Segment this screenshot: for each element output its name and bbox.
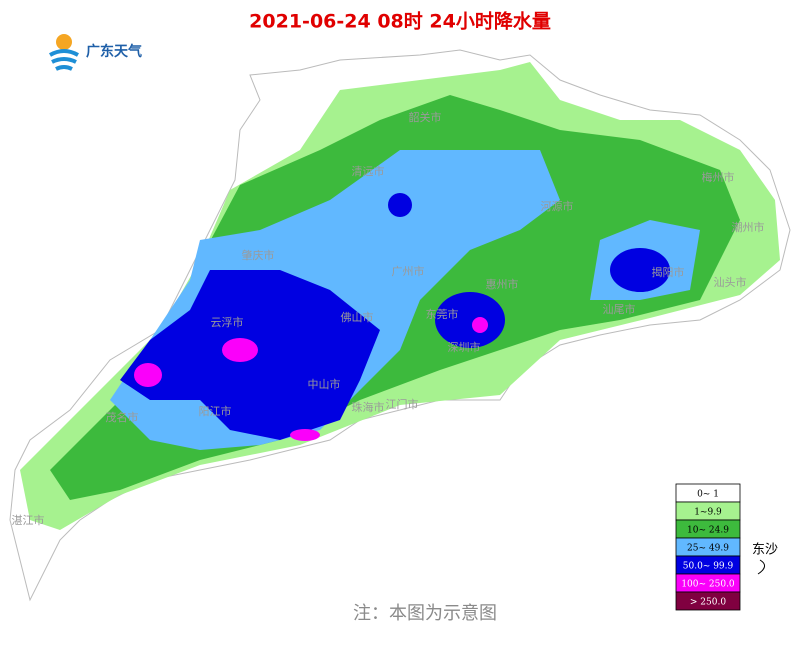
province — [9, 49, 791, 602]
island-label: 东沙 — [752, 543, 778, 558]
city-label: 揭阳市 — [652, 265, 685, 279]
legend-label: 100~ 250.0 — [681, 580, 735, 590]
map-title: 2021-06-24 08时 24小时降水量 — [249, 10, 551, 33]
city-label: 深圳市 — [448, 340, 481, 354]
city-label: 汕头市 — [714, 275, 747, 289]
city-label: 梅州市 — [702, 170, 735, 184]
legend: 0~ 1 1~9.9 10~ 24.9 25~ 49.9 50.0~ 99.9 100~ … — [675, 483, 741, 611]
legend-label: 10~ 24.9 — [687, 526, 729, 536]
city-label: 东莞市 — [426, 307, 459, 321]
city-label: 湛江市 — [12, 513, 45, 527]
city-label: 潮州市 — [732, 220, 765, 234]
city-label: 肇庆市 — [242, 248, 275, 262]
city-label: 韶关市 — [409, 110, 442, 124]
city-label: 惠州市 — [486, 277, 519, 291]
island-shape — [757, 559, 765, 575]
city-label: 佛山市 — [341, 310, 374, 324]
city-label: 汕尾市 — [603, 302, 636, 316]
logo: 广东天气 — [49, 34, 142, 71]
city-label: 中山市 — [308, 377, 341, 391]
legend-label: 0~ 1 — [697, 490, 719, 500]
city-label: 茂名市 — [106, 410, 139, 424]
legend-label: 1~9.9 — [694, 508, 722, 518]
legend-label: 50.0~ 99.9 — [683, 562, 734, 572]
legend-swatch — [675, 591, 741, 611]
city-label: 广州市 — [392, 264, 425, 278]
note: 注：本图为示意图 — [353, 603, 497, 624]
legend-label: > 250.0 — [690, 598, 726, 608]
city-label: 云浮市 — [211, 315, 244, 329]
city-label: 清远市 — [352, 164, 385, 178]
city-label: 江门市 — [386, 397, 419, 411]
legend-label: 25~ 49.9 — [687, 544, 729, 554]
logo-text: 广东天气 — [86, 43, 142, 60]
city-label: 珠海市 — [352, 400, 385, 414]
city-label: 河源市 — [541, 199, 574, 213]
city-label: 阳江市 — [199, 404, 232, 418]
